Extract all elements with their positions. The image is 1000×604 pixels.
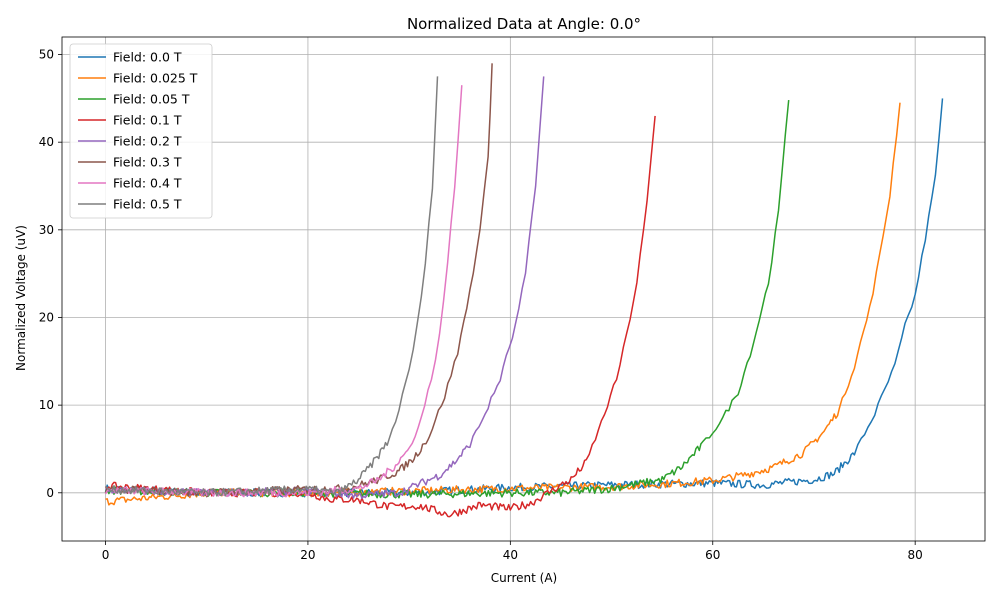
series-group — [104, 63, 944, 518]
legend-box — [69, 43, 213, 219]
x-tick-label: 40 — [503, 548, 518, 562]
y-tick-label: 50 — [39, 48, 54, 62]
y-tick-label: 10 — [39, 398, 54, 412]
legend-entry: Field: 0.1 T — [113, 113, 182, 128]
y-tick-label: 0 — [46, 486, 54, 500]
chart-title: Normalized Data at Angle: 0.0° — [407, 15, 641, 33]
legend-entry: Field: 0.2 T — [113, 134, 182, 149]
x-tick-label: 60 — [705, 548, 720, 562]
legend-entry: Field: 0.5 T — [113, 197, 182, 212]
series-line — [105, 102, 901, 506]
legend-entry: Field: 0.05 T — [113, 92, 190, 107]
x-tick-label: 20 — [300, 548, 315, 562]
y-tick-label: 40 — [39, 135, 54, 149]
legend-entry: Field: 0.0 T — [113, 50, 182, 65]
legend-entry: Field: 0.4 T — [113, 176, 182, 191]
x-axis-label: Current (A) — [491, 571, 557, 585]
x-tick-label: 0 — [102, 548, 110, 562]
legend-entry: Field: 0.3 T — [113, 155, 182, 170]
series-line — [105, 76, 439, 497]
axes: 0 20 40 60 80 0 10 20 30 40 50 — [39, 36, 986, 562]
y-tick-label: 30 — [39, 223, 54, 237]
y-axis-label: Normalized Voltage (uV) — [14, 225, 28, 371]
legend: Field: 0.0 T Field: 0.025 T Field: 0.05 T F… — [69, 43, 213, 219]
legend-entry: Field: 0.025 T — [113, 71, 198, 86]
y-tick-label: 20 — [39, 310, 54, 324]
series-line — [104, 98, 944, 498]
plot-frame — [61, 36, 986, 542]
x-tick-label: 80 — [908, 548, 923, 562]
